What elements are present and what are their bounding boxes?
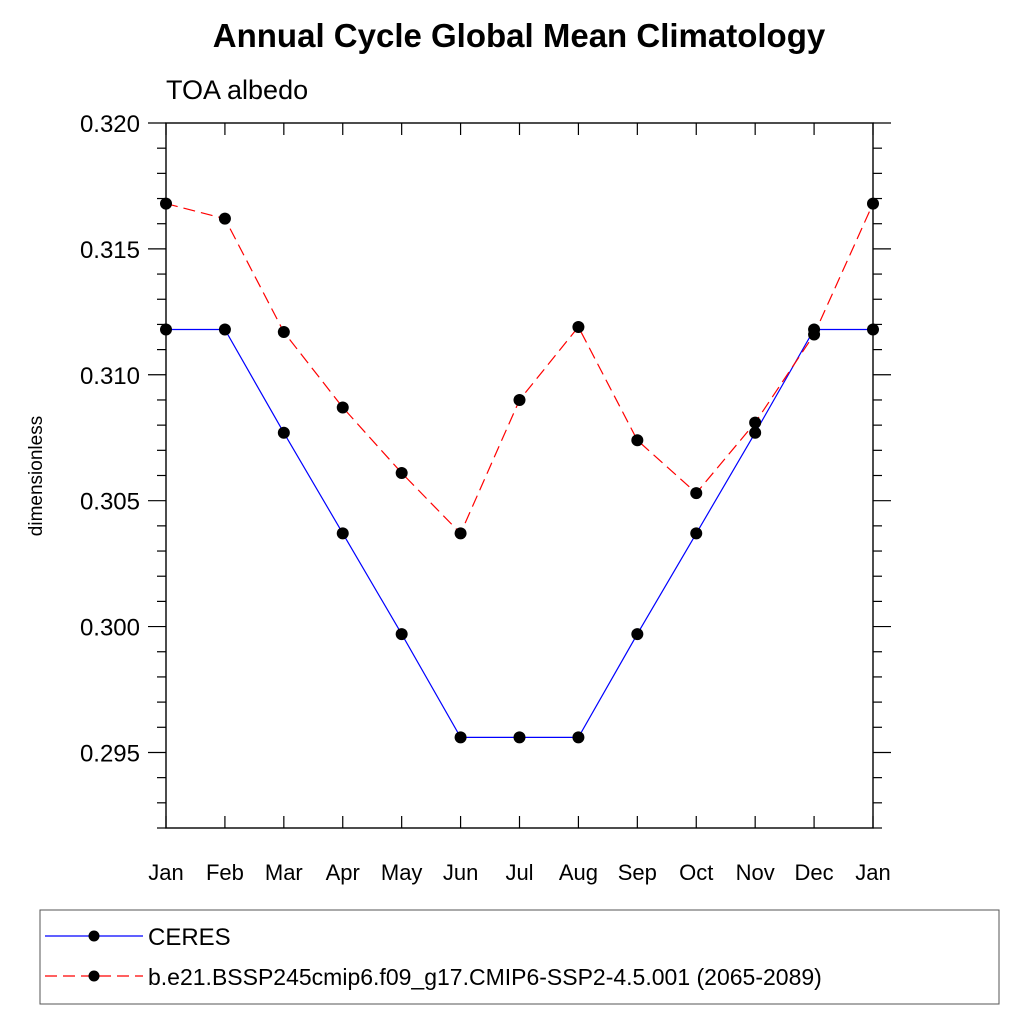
x-tick-label: Nov (736, 860, 775, 885)
data-point-series-0 (749, 426, 762, 439)
x-tick-label: Jun (443, 860, 478, 885)
chart-subtitle: TOA albedo (166, 75, 308, 105)
x-tick-label: Jul (505, 860, 533, 885)
x-tick-label: Jan (855, 860, 890, 885)
x-tick-label: Sep (618, 860, 657, 885)
data-point-series-0 (277, 426, 290, 439)
x-tick-labels: Jan Feb Mar Apr May Jun Jul Aug Sep Oct Nov Dec Jan (148, 860, 890, 885)
series-line-0 (166, 328, 873, 739)
data-point-series-1 (395, 466, 408, 479)
x-tick-label: Mar (265, 860, 303, 885)
data-point-series-0 (690, 527, 703, 540)
axis-ticks (148, 122, 891, 829)
data-point-series-1 (690, 487, 703, 500)
plot-series (160, 197, 879, 744)
chart-title: Annual Cycle Global Mean Climatology (213, 17, 826, 54)
data-point-series-1 (749, 416, 762, 429)
data-point-series-0 (513, 731, 526, 744)
legend-label-ceres: CERES (148, 924, 231, 951)
y-tick-label: 0.305 (80, 489, 140, 516)
x-tick-label: Jan (148, 860, 183, 885)
data-point-series-1 (513, 393, 526, 406)
legend-label-model: b.e21.BSSP245cmip6.f09_g17.CMIP6-SSP2-4.… (148, 964, 822, 990)
y-tick-label: 0.295 (80, 740, 140, 767)
data-point-series-0 (631, 628, 644, 641)
data-point-series-1 (277, 325, 290, 338)
x-tick-label: Dec (795, 860, 834, 885)
legend-marker-model (88, 970, 100, 982)
data-point-series-1 (336, 401, 349, 414)
data-point-series-1 (218, 212, 231, 225)
data-point-series-1 (631, 434, 644, 447)
data-point-series-0 (572, 731, 585, 744)
data-point-series-1 (808, 328, 821, 341)
data-point-series-0 (395, 628, 408, 641)
data-point-series-0 (454, 731, 467, 744)
x-tick-label: May (381, 860, 423, 885)
x-tick-label: Feb (206, 860, 244, 885)
series-line-1 (165, 203, 874, 535)
y-tick-labels: 0.295 0.300 0.305 0.310 0.315 0.320 (80, 111, 140, 767)
legend: CERES b.e21.BSSP245cmip6.f09_g17.CMIP6-S… (39, 909, 1000, 1005)
data-point-series-1 (572, 320, 585, 333)
data-point-series-0 (218, 323, 231, 336)
y-axis-label: dimensionless (26, 416, 47, 536)
y-tick-label: 0.310 (80, 363, 140, 390)
plot-frame (165, 122, 874, 829)
x-tick-label: Oct (679, 860, 713, 885)
x-tick-label: Apr (326, 860, 360, 885)
data-point-series-0 (336, 527, 349, 540)
y-tick-label: 0.320 (80, 111, 140, 138)
legend-box (39, 909, 1000, 1005)
legend-marker-ceres (88, 930, 100, 942)
x-tick-label: Aug (559, 860, 598, 885)
y-tick-label: 0.300 (80, 615, 140, 642)
y-tick-label: 0.315 (80, 237, 140, 264)
data-point-series-1 (454, 527, 467, 540)
